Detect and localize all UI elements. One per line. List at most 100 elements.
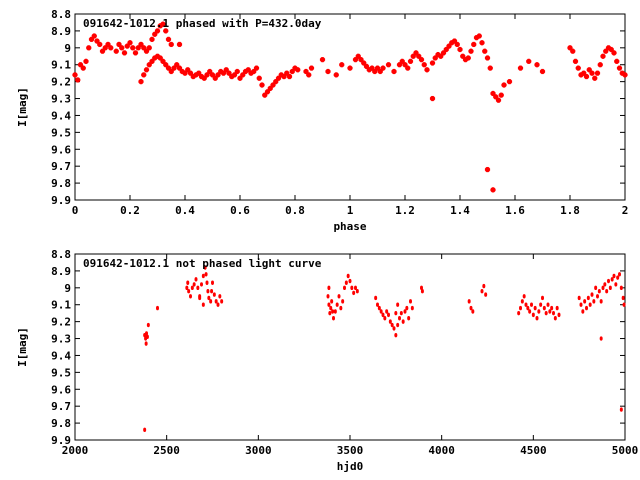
data-point <box>105 41 111 48</box>
data-point <box>420 289 424 294</box>
data-point <box>138 41 144 48</box>
data-point <box>286 73 293 80</box>
data-point <box>622 302 626 307</box>
y-tick-label: 9.6 <box>51 383 71 396</box>
data-point <box>392 326 396 331</box>
data-point <box>145 331 148 336</box>
data-point <box>405 65 411 71</box>
data-point <box>405 305 409 311</box>
data-point <box>251 68 257 75</box>
data-point <box>610 277 614 282</box>
data-point <box>619 285 623 291</box>
data-point <box>387 312 390 318</box>
y-tick-label: 9.5 <box>51 366 71 379</box>
data-point <box>267 85 273 91</box>
data-point <box>99 48 106 54</box>
data-point <box>358 57 364 63</box>
data-point <box>245 67 251 73</box>
data-point <box>346 273 350 279</box>
data-point <box>207 68 213 75</box>
data-point <box>614 282 618 287</box>
data-point <box>394 310 398 316</box>
data-point <box>201 302 205 307</box>
data-point <box>585 305 588 311</box>
data-point <box>339 62 345 68</box>
data-point <box>369 65 375 71</box>
data-point <box>380 65 386 71</box>
data-point <box>546 302 550 307</box>
x-tick-label: 3000 <box>245 444 272 457</box>
data-point <box>586 67 592 73</box>
data-point <box>165 36 172 42</box>
data-point <box>421 62 427 68</box>
data-point <box>308 65 315 71</box>
data-point <box>451 38 458 44</box>
light-curve-plot: 2000 2500 3000 3500 4000 4500 5000 8.8 8.9 9 9.1 9.… <box>16 248 638 473</box>
x-tick-label: 1 <box>347 204 354 217</box>
data-point <box>493 94 499 100</box>
data-point <box>163 28 169 34</box>
y-tick-label: 9.4 <box>51 349 71 362</box>
data-point <box>542 305 546 311</box>
data-point <box>517 65 524 71</box>
data-point <box>256 75 262 81</box>
data-point <box>91 33 97 39</box>
y-tick-label: 9.3 <box>51 93 71 106</box>
data-point <box>329 305 333 311</box>
data-point <box>399 310 403 316</box>
data-point <box>165 65 172 71</box>
data-point <box>226 70 232 76</box>
data-point <box>467 299 471 304</box>
data-point <box>403 309 407 314</box>
y-axis-label: I[mag] <box>16 327 29 367</box>
data-point <box>469 305 473 311</box>
data-point <box>348 278 352 284</box>
data-point <box>590 292 594 297</box>
y-tick-label: 8.9 <box>51 265 71 278</box>
data-point <box>132 50 139 56</box>
data-point <box>390 322 394 328</box>
data-point <box>352 290 356 296</box>
data-point <box>535 316 539 321</box>
data-point <box>396 302 400 307</box>
data-point <box>482 48 488 54</box>
x-tick-label: 4000 <box>428 444 455 457</box>
data-point <box>157 55 163 61</box>
y-tick-label: 9.5 <box>51 126 71 139</box>
data-point <box>385 309 389 314</box>
data-point <box>603 282 607 287</box>
data-point <box>259 82 265 88</box>
data-point <box>479 40 485 46</box>
data-point <box>234 68 240 75</box>
data-point <box>205 280 209 285</box>
data-point <box>146 322 150 328</box>
data-point <box>539 68 546 75</box>
data-point <box>212 75 218 81</box>
data-point <box>396 322 400 328</box>
data-point <box>127 40 133 46</box>
data-point <box>196 285 200 291</box>
data-point <box>484 166 491 173</box>
data-point <box>614 58 620 64</box>
data-point <box>391 68 397 75</box>
data-point <box>192 282 196 287</box>
data-point <box>327 285 331 291</box>
data-point <box>401 319 405 324</box>
data-point <box>231 72 238 78</box>
data-point <box>612 273 616 279</box>
data-point <box>429 60 436 66</box>
y-tick-label: 9.6 <box>51 143 71 156</box>
data-point <box>537 309 541 314</box>
data-point <box>374 65 381 71</box>
data-point <box>407 58 414 64</box>
data-point <box>156 305 159 311</box>
data-point <box>553 316 557 321</box>
y-tick-label: 9.7 <box>51 160 71 173</box>
data-point <box>520 299 524 304</box>
data-point <box>130 45 136 51</box>
data-point <box>154 28 161 34</box>
data-point <box>121 50 128 56</box>
data-point <box>410 305 414 311</box>
y-tick-label: 9 <box>64 42 71 55</box>
